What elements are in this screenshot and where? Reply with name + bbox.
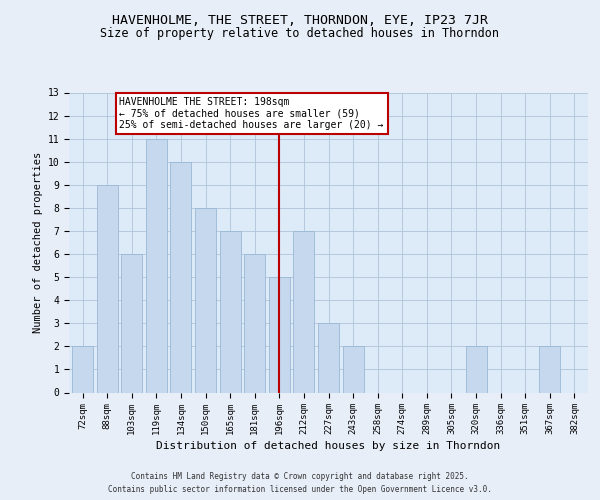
Bar [293, 231, 314, 392]
Bar [195, 208, 216, 392]
Bar [466, 346, 487, 393]
Y-axis label: Number of detached properties: Number of detached properties [34, 152, 43, 333]
Text: Contains public sector information licensed under the Open Government Licence v3: Contains public sector information licen… [108, 485, 492, 494]
Bar [269, 277, 290, 392]
Bar [220, 231, 241, 392]
Bar [170, 162, 191, 392]
Bar [121, 254, 142, 392]
Bar [72, 346, 93, 393]
Bar [97, 185, 118, 392]
Bar [146, 138, 167, 392]
Text: HAVENHOLME THE STREET: 198sqm
← 75% of detached houses are smaller (59)
25% of s: HAVENHOLME THE STREET: 198sqm ← 75% of d… [119, 97, 384, 130]
Bar [244, 254, 265, 392]
Text: HAVENHOLME, THE STREET, THORNDON, EYE, IP23 7JR: HAVENHOLME, THE STREET, THORNDON, EYE, I… [112, 14, 488, 27]
Text: Contains HM Land Registry data © Crown copyright and database right 2025.: Contains HM Land Registry data © Crown c… [131, 472, 469, 481]
Text: Size of property relative to detached houses in Thorndon: Size of property relative to detached ho… [101, 28, 499, 40]
Bar [539, 346, 560, 393]
Bar [318, 324, 339, 392]
X-axis label: Distribution of detached houses by size in Thorndon: Distribution of detached houses by size … [157, 442, 500, 452]
Bar [343, 346, 364, 393]
